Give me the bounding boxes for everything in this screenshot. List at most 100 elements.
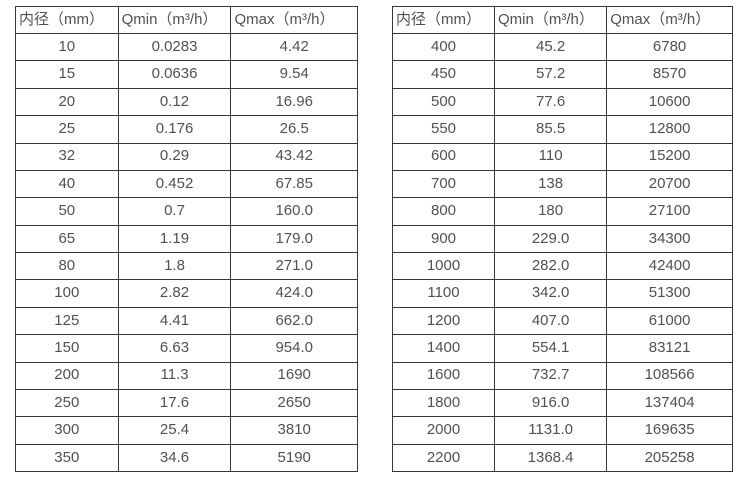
table-cell: 1600 [392,361,495,390]
header-qmax: Qmax（m³/h） [606,6,733,34]
table-cell: 700 [392,169,495,199]
table-cell: 0.0283 [117,32,232,62]
table-cell: 1000 [392,251,495,281]
table-cell: 1100 [392,279,495,308]
table-row: 400 45.2 6780 [392,32,733,62]
table-row: 1600 732.7 108566 [392,361,733,390]
table-row: 1800 916.0 137404 [392,388,733,418]
table-row: 1400 554.1 83121 [392,334,733,363]
table-row: 900 229.0 34300 [392,224,733,254]
table-row: 15 0.0636 9.54 [15,60,358,89]
table-header-row: 内径（mm） Qmin（m³/h） Qmax（m³/h） [392,6,733,34]
table-cell: 85.5 [493,115,608,144]
table-cell: 16.96 [230,87,358,117]
table-cell: 900 [392,224,495,254]
table-row: 250 17.6 2650 [15,388,358,418]
flow-spec-table-large-diameters: 内径（mm） Qmin（m³/h） Qmax（m³/h） 400 45.2 6780… [392,6,733,473]
table-cell: 916.0 [493,388,608,418]
table-cell: 43.42 [230,142,358,171]
table-cell: 450 [392,60,495,89]
table-cell: 12800 [606,115,733,144]
table-row: 10 0.0283 4.42 [15,32,358,62]
table-row: 125 4.41 662.0 [15,306,358,336]
table-cell: 3810 [230,416,358,445]
table-cell: 2650 [230,388,358,418]
table-cell: 27100 [606,197,733,226]
table-row: 100 2.82 424.0 [15,279,358,308]
table-row: 40 0.452 67.85 [15,169,358,199]
table-row: 500 77.6 10600 [392,87,733,117]
table-cell: 400 [392,32,495,62]
table-cell: 34300 [606,224,733,254]
table-row: 600 110 15200 [392,142,733,171]
table-cell: 600 [392,142,495,171]
table-cell: 125 [15,306,119,336]
table-row: 150 6.63 954.0 [15,334,358,363]
header-qmin: Qmin（m³/h） [493,6,608,34]
table-cell: 179.0 [230,224,358,254]
table-cell: 554.1 [493,334,608,363]
table-cell: 2000 [392,416,495,445]
table-cell: 500 [392,87,495,117]
table-cell: 25.4 [117,416,232,445]
table-cell: 424.0 [230,279,358,308]
table-cell: 42400 [606,251,733,281]
table-cell: 0.452 [117,169,232,199]
table-cell: 250 [15,388,119,418]
table-cell: 1400 [392,334,495,363]
table-cell: 20700 [606,169,733,199]
table-cell: 180 [493,197,608,226]
table-row: 32 0.29 43.42 [15,142,358,171]
table-cell: 17.6 [117,388,232,418]
table-cell: 77.6 [493,87,608,117]
table-cell: 200 [15,361,119,390]
table-cell: 11.3 [117,361,232,390]
table-cell: 26.5 [230,115,358,144]
table-row: 25 0.176 26.5 [15,115,358,144]
table-cell: 10600 [606,87,733,117]
table-cell: 61000 [606,306,733,336]
table-cell: 100 [15,279,119,308]
table-cell: 1368.4 [493,443,608,473]
table-cell: 4.41 [117,306,232,336]
table-row: 80 1.8 271.0 [15,251,358,281]
table-row: 350 34.6 5190 [15,443,358,473]
table-row: 300 25.4 3810 [15,416,358,445]
table-cell: 1131.0 [493,416,608,445]
table-row: 2200 1368.4 205258 [392,443,733,473]
table-row: 50 0.7 160.0 [15,197,358,226]
table-cell: 40 [15,169,119,199]
table-row: 700 138 20700 [392,169,733,199]
table-row: 800 180 27100 [392,197,733,226]
table-cell: 83121 [606,334,733,363]
table-row: 1200 407.0 61000 [392,306,733,336]
table-cell: 25 [15,115,119,144]
table-cell: 0.29 [117,142,232,171]
header-inner-diameter: 内径（mm） [15,6,119,34]
table-cell: 1690 [230,361,358,390]
table-cell: 662.0 [230,306,358,336]
table-cell: 0.176 [117,115,232,144]
table-cell: 1.8 [117,251,232,281]
table-row: 1100 342.0 51300 [392,279,733,308]
table-row: 20 0.12 16.96 [15,87,358,117]
table-header-row: 内径（mm） Qmin（m³/h） Qmax（m³/h） [15,6,358,34]
table-cell: 954.0 [230,334,358,363]
table-cell: 169635 [606,416,733,445]
table-cell: 0.12 [117,87,232,117]
table-cell: 1800 [392,388,495,418]
table-cell: 6.63 [117,334,232,363]
table-cell: 5190 [230,443,358,473]
table-cell: 300 [15,416,119,445]
table-cell: 138 [493,169,608,199]
table-cell: 342.0 [493,279,608,308]
header-qmin: Qmin（m³/h） [117,6,232,34]
table-cell: 150 [15,334,119,363]
table-cell: 407.0 [493,306,608,336]
table-row: 550 85.5 12800 [392,115,733,144]
table-cell: 4.42 [230,32,358,62]
table-cell: 15200 [606,142,733,171]
table-cell: 2.82 [117,279,232,308]
table-cell: 229.0 [493,224,608,254]
